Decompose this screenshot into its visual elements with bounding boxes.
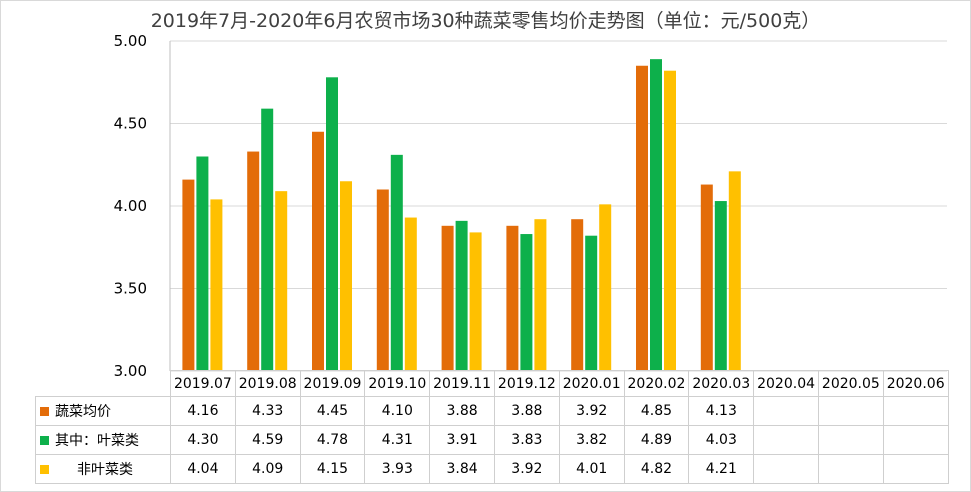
data-label <box>882 425 949 455</box>
data-label: 4.01 <box>558 454 625 484</box>
bar <box>700 184 713 371</box>
table-row: 蔬菜均价 4.16 4.33 4.45 4.10 3.88 3.88 3.92 4.85 4.13 <box>35 396 949 426</box>
data-label <box>882 454 949 484</box>
bar <box>455 220 468 371</box>
data-table: 2019.07 2019.08 2019.09 2019.10 2019.11 2019.… <box>35 370 949 484</box>
table-corner <box>35 370 171 397</box>
data-label: 4.82 <box>623 454 690 484</box>
x-tick-label: 2020.03 <box>688 370 755 397</box>
chart-title: 2019年7月-2020年6月农贸市场30种蔬菜零售均价走势图（单位：元/500… <box>150 10 821 32</box>
bar <box>520 234 533 371</box>
legend-label: 非叶菜类 <box>77 462 133 478</box>
data-label: 3.84 <box>429 454 495 484</box>
bar <box>650 59 662 372</box>
data-label <box>753 454 819 484</box>
data-label: 4.09 <box>234 454 301 484</box>
bar <box>534 219 547 371</box>
bar <box>506 225 519 371</box>
data-label <box>817 454 884 484</box>
bar <box>664 70 676 371</box>
bar <box>599 204 612 371</box>
data-label: 4.16 <box>170 396 236 426</box>
data-label <box>882 396 949 426</box>
x-tick-label: 2020.05 <box>817 370 884 397</box>
data-label: 3.92 <box>558 396 625 426</box>
data-label: 4.78 <box>299 425 366 455</box>
legend-swatch <box>40 406 49 416</box>
x-tick-label: 2019.11 <box>429 370 495 397</box>
bar <box>196 156 209 371</box>
bar <box>210 199 223 371</box>
table-row: 其中：叶菜类 4.30 4.59 4.78 4.31 3.91 3.83 3.82 4.89 4.… <box>35 425 949 455</box>
data-label: 4.85 <box>623 396 690 426</box>
bar <box>585 235 598 371</box>
x-tick-label: 2020.02 <box>623 370 690 397</box>
y-tick-label: 5.00 <box>114 32 147 50</box>
data-label: 3.83 <box>493 425 560 455</box>
legend-label: 其中：叶菜类 <box>55 433 139 449</box>
data-label: 3.93 <box>364 454 431 484</box>
category-row: 2019.07 2019.08 2019.09 2019.10 2019.11 2019.… <box>35 370 949 397</box>
y-tick-label: 4.50 <box>114 115 147 133</box>
data-label: 3.88 <box>429 396 495 426</box>
bar <box>261 108 274 372</box>
data-label: 4.13 <box>688 396 755 426</box>
bar <box>275 191 288 371</box>
data-label: 4.10 <box>364 396 431 426</box>
data-label: 3.88 <box>493 396 560 426</box>
data-label <box>817 425 884 455</box>
data-label: 4.89 <box>623 425 690 455</box>
legend-swatch <box>40 435 49 445</box>
x-tick-label: 2020.04 <box>753 370 819 397</box>
data-label <box>753 425 819 455</box>
data-label: 4.21 <box>688 454 755 484</box>
x-tick-label: 2019.08 <box>234 370 301 397</box>
data-label: 4.31 <box>364 425 431 455</box>
legend-entry: 蔬菜均价 <box>35 396 171 426</box>
data-label: 4.15 <box>299 454 366 484</box>
bar <box>714 201 727 371</box>
bar <box>728 171 741 371</box>
x-tick-label: 2020.01 <box>558 370 625 397</box>
bar <box>376 189 389 371</box>
data-label <box>817 396 884 426</box>
bar <box>390 154 403 371</box>
data-label: 4.45 <box>299 396 366 426</box>
x-tick-label: 2019.10 <box>364 370 431 397</box>
data-label: 3.82 <box>558 425 625 455</box>
legend-entry: 非叶菜类 <box>35 454 171 484</box>
bar <box>340 181 352 371</box>
bar <box>636 65 648 371</box>
x-tick-label: 2020.06 <box>882 370 949 397</box>
bar <box>326 77 338 372</box>
legend-entry: 其中：叶菜类 <box>35 425 171 455</box>
x-tick-label: 2019.09 <box>299 370 366 397</box>
data-label: 4.33 <box>234 396 301 426</box>
data-label <box>753 396 819 426</box>
data-label: 4.59 <box>234 425 301 455</box>
bar <box>312 131 324 371</box>
legend-swatch <box>40 464 49 474</box>
x-tick-label: 2019.07 <box>170 370 236 397</box>
bar <box>571 219 584 371</box>
bar <box>247 151 260 371</box>
bar <box>469 232 482 371</box>
table-row: 非叶菜类 4.04 4.09 4.15 3.93 3.84 3.92 4.01 4.82 4.21 <box>35 454 949 484</box>
data-label: 4.04 <box>170 454 236 484</box>
x-tick-label: 2019.12 <box>493 370 560 397</box>
data-label: 4.30 <box>170 425 236 455</box>
data-label: 3.91 <box>429 425 495 455</box>
data-label: 4.03 <box>688 425 755 455</box>
bar <box>404 217 417 371</box>
data-label: 3.92 <box>493 454 560 484</box>
y-tick-label: 4.00 <box>114 197 147 215</box>
bar <box>182 179 195 371</box>
bar <box>441 225 454 371</box>
y-tick-label: 3.50 <box>114 280 147 298</box>
legend-label: 蔬菜均价 <box>55 404 111 420</box>
